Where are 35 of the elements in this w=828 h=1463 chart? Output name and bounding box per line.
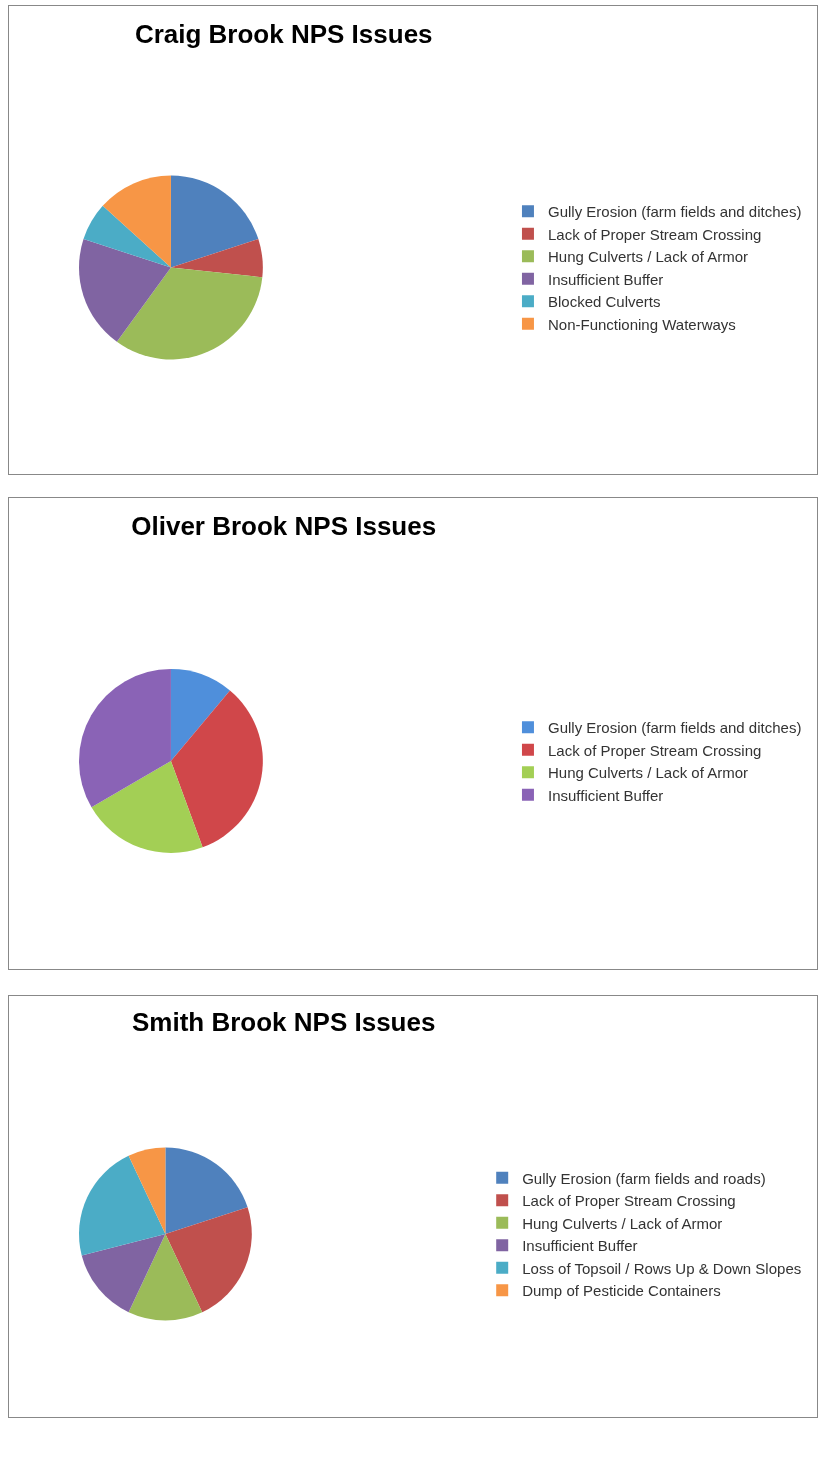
- pie-slice: [128, 1147, 166, 1234]
- legend-label: Loss of Topsoil / Rows Up & Down Slopes: [522, 1259, 802, 1277]
- pie-slice: [91, 761, 203, 853]
- pie-slice: [81, 1234, 166, 1313]
- pie-slice: [83, 205, 171, 268]
- legend-label: Insufficient Buffer: [547, 786, 664, 804]
- pie-slice: [116, 267, 263, 360]
- legend-label: Hung Culverts / Lack of Armor: [547, 764, 749, 782]
- pie-slice: [102, 175, 171, 268]
- legend-label: Insufficient Buffer: [522, 1237, 638, 1255]
- pie-slice: [79, 669, 171, 808]
- legend-label: Dump of Pesticide Containers: [522, 1282, 721, 1300]
- chart-title: Smith Brook NPS Issues: [132, 1007, 436, 1038]
- legend-label: Gully Erosion (farm fields and ditches): [547, 719, 802, 737]
- pie-slice: [79, 239, 171, 342]
- chart-title: Oliver Brook NPS Issues: [131, 511, 437, 542]
- legend-label: Hung Culverts / Lack of Armor: [522, 1214, 723, 1232]
- legend-label: Gully Erosion (farm fields and roads): [522, 1169, 766, 1187]
- pie-slice: [170, 239, 263, 278]
- pie-slice: [79, 1155, 166, 1256]
- legend-label: Non-Functioning Waterways: [547, 315, 736, 333]
- pie-slice: [128, 1234, 203, 1321]
- legend-label: Blocked Culverts: [547, 293, 661, 311]
- legend-label: Insufficient Buffer: [547, 270, 664, 288]
- pie-slice: [165, 1147, 248, 1234]
- pie-slice: [170, 669, 230, 761]
- legend-label: Hung Culverts / Lack of Armor: [547, 248, 749, 266]
- pie-slice: [170, 175, 259, 268]
- chart-title: Craig Brook NPS Issues: [134, 18, 433, 49]
- legend-label: Lack of Proper Stream Crossing: [547, 741, 762, 759]
- legend-label: Gully Erosion (farm fields and ditches): [547, 203, 802, 221]
- legend-label: Lack of Proper Stream Crossing: [547, 225, 762, 243]
- pie-slice: [165, 1207, 252, 1313]
- legend-label: Lack of Proper Stream Crossing: [522, 1192, 736, 1210]
- pie-slice: [170, 690, 263, 848]
